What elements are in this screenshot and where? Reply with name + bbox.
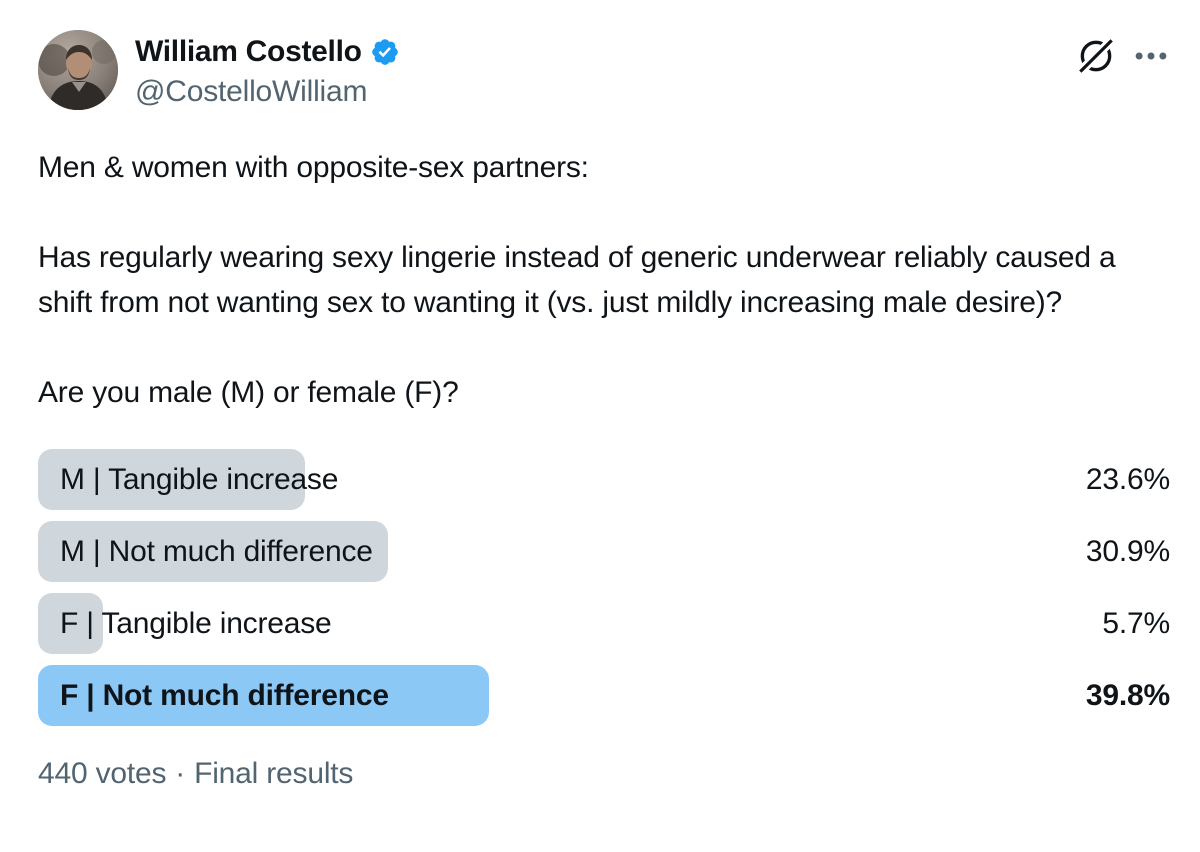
more-options-icon [1135,52,1167,60]
poll-footer: 440 votes · Final results [38,756,1170,792]
user-handle[interactable]: @CostelloWilliam [135,75,368,108]
avatar[interactable] [38,30,118,110]
tweet-body: Men & women with opposite-sex partners: … [38,145,1170,415]
header-actions [1076,30,1170,76]
poll-status: Final results [194,757,354,790]
poll-option-label: M | Tangible increase [60,462,339,496]
tweet-text-paragraph: Has regularly wearing sexy lingerie inst… [38,241,1116,319]
tweet-text-paragraph: Are you male (M) or female (F)? [38,376,459,409]
poll-bar [38,593,103,654]
footer-separator: · [175,757,186,790]
more-button[interactable] [1132,37,1170,75]
vote-count: 440 votes [38,757,167,790]
poll-option-label: M | Not much difference [60,534,373,568]
verified-badge-icon [371,39,398,65]
poll-option-label: F | Tangible increase [60,606,332,640]
poll-option-percent: 30.9% [1085,534,1170,568]
poll-option-row: F | Not much difference 39.8% [38,665,1170,726]
avatar-image [38,30,118,110]
poll-option-percent: 5.7% [1102,606,1170,640]
poll-option-percent: 39.8% [1085,678,1170,712]
poll-bar [38,449,306,510]
grok-icon [1077,37,1115,75]
poll-option-row: M | Not much difference 30.9% [38,521,1170,582]
poll-option-row: M | Tangible increase 23.6% [38,449,1170,510]
poll-option-percent: 23.6% [1085,462,1170,496]
display-name[interactable]: William Costello [135,35,362,68]
poll-option-label: F | Not much difference [60,678,389,712]
poll: M | Tangible increase 23.6% M | Not much… [38,449,1170,792]
tweet-text-paragraph: Men & women with opposite-sex partners: [38,151,589,184]
poll-bar [38,665,489,726]
user-info: William Costello @CostelloWilliam [135,30,400,112]
poll-option-row: F | Tangible increase 5.7% [38,593,1170,654]
poll-bar [38,521,388,582]
grok-button[interactable] [1076,36,1116,76]
tweet-header: William Costello @CostelloWilliam [38,30,1170,112]
